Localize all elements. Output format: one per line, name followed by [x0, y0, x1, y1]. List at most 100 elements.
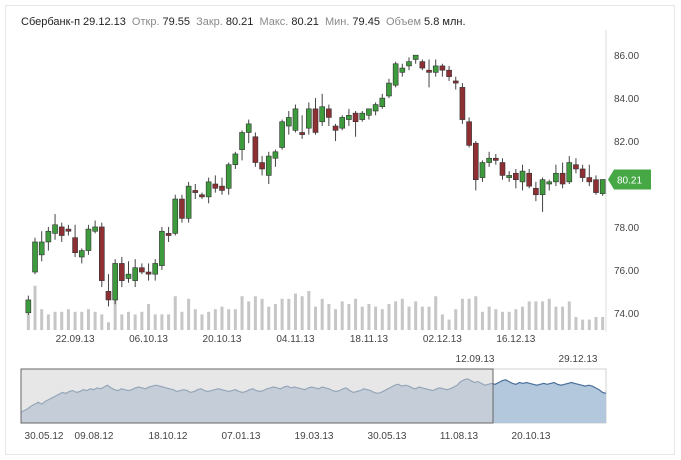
volume-bar	[160, 314, 164, 330]
volume-bar	[334, 309, 338, 330]
volume-bar	[447, 319, 451, 330]
volume-bar	[427, 306, 431, 330]
volume-bar	[120, 314, 124, 330]
volume-bar	[253, 296, 257, 330]
navigator-mask	[20, 368, 494, 424]
volume-bar	[347, 304, 351, 330]
volume-bar	[454, 309, 458, 330]
volume-bar	[574, 317, 578, 330]
candle	[145, 271, 152, 275]
candle	[225, 164, 232, 189]
volume-bar	[46, 314, 50, 330]
candles	[25, 54, 606, 315]
candle	[105, 291, 112, 301]
candle	[419, 61, 426, 69]
volume-bar	[541, 301, 545, 330]
navigator-x-label: 09.08.12	[75, 431, 114, 442]
candle	[493, 157, 499, 161]
volume-bar	[293, 293, 297, 330]
candle	[559, 172, 566, 185]
volume-label: Объем	[386, 16, 422, 28]
candle	[65, 228, 72, 232]
x-tick-label: 20.10.13	[203, 334, 242, 345]
selection-end-label: 29.12.13	[559, 354, 598, 365]
candle	[85, 228, 92, 251]
volume-bar	[434, 296, 438, 330]
x-tick-label: 04.11.13	[276, 334, 315, 345]
candle	[579, 168, 586, 178]
volume-bar	[554, 306, 558, 330]
candle	[486, 157, 492, 163]
x-tick-label: 02.12.13	[423, 334, 462, 345]
volume-bar	[213, 309, 217, 330]
volume-bar	[380, 309, 384, 330]
open-label: Откр.	[131, 16, 160, 28]
volume-bar	[273, 304, 277, 330]
volume-bar	[394, 301, 398, 330]
close-value: 80.21	[225, 16, 254, 28]
volume-bar	[40, 309, 44, 330]
volume-bar	[153, 314, 157, 330]
volume-bar	[320, 298, 324, 330]
x-axis: 22.09.13 06.10.13 20.10.13 04.11.13 18.11.13…	[56, 334, 536, 345]
candle	[312, 108, 319, 133]
navigator-x-label: 20.10.13	[512, 431, 551, 442]
candle	[466, 121, 472, 146]
volume-bar	[147, 304, 151, 330]
candle	[259, 162, 265, 170]
volume-bar	[66, 309, 70, 330]
candle	[152, 263, 159, 275]
high-label: Макс.	[259, 16, 289, 28]
open-value: 79.55	[162, 16, 191, 28]
volume-bar	[521, 306, 525, 330]
candle	[232, 153, 239, 165]
candle	[472, 142, 479, 181]
navigator-x-label: 07.01.13	[222, 431, 261, 442]
close-label: Закр.	[196, 16, 223, 28]
y-tick-label: 86.00	[614, 51, 639, 62]
volume-bar	[327, 304, 331, 330]
candle	[386, 82, 392, 97]
candle	[319, 106, 325, 123]
candle	[52, 224, 58, 234]
candle	[573, 164, 579, 170]
candle	[119, 263, 125, 281]
volume-bar	[581, 319, 585, 330]
volume-bar	[200, 314, 204, 330]
selection-start-label: 12.09.13	[456, 354, 495, 365]
navigator[interactable]: 12.09.13 29.12.13 30.05.12 09.08.12 18.10.12…	[20, 354, 607, 442]
candle	[45, 230, 52, 243]
candle	[519, 170, 526, 183]
candle	[326, 108, 332, 118]
candle	[199, 194, 205, 198]
volume-bar	[133, 314, 137, 330]
candle	[32, 241, 38, 273]
x-tick-label: 18.11.13	[350, 334, 389, 345]
candle	[426, 69, 432, 73]
volume-bar	[140, 311, 144, 330]
volume-bar	[467, 298, 471, 330]
high-value: 80.21	[291, 16, 319, 28]
candle	[192, 190, 199, 193]
y-tick-label: 78.00	[614, 223, 639, 234]
navigator-x-label: 30.05.12	[25, 431, 64, 442]
volume-bar	[601, 317, 605, 330]
volume-bar	[407, 306, 411, 330]
candle	[125, 273, 132, 279]
candle	[586, 177, 593, 183]
volume-bar	[440, 314, 444, 330]
candle	[292, 108, 299, 131]
candle	[332, 125, 339, 131]
candle	[459, 87, 466, 120]
quote-date: 29.12.13	[83, 16, 126, 28]
candle	[159, 230, 165, 266]
candle	[245, 123, 252, 133]
volume-bar	[227, 309, 231, 330]
volume-bar	[594, 317, 598, 330]
candle	[539, 179, 546, 196]
x-tick-label: 16.12.13	[496, 334, 535, 345]
ticker-name: Сбербанк-п	[21, 16, 81, 28]
volume-bars	[26, 285, 605, 330]
volume-bar	[480, 311, 484, 330]
